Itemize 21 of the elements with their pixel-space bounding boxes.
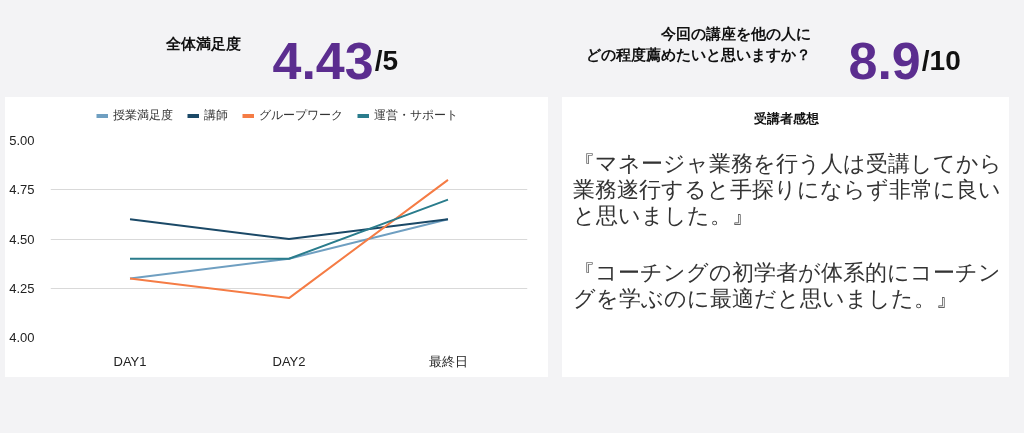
y-tick-label: 4.50 [9,231,35,247]
x-tick-label: DAY2 [272,353,306,369]
x-tick-label: DAY1 [113,353,147,369]
text: 受講者感想 [752,111,820,126]
text: /10 [921,45,961,76]
legend-label: 講師 [203,106,228,124]
text: 『コーチングの初学者が体系的にコーチングを学ぶのに最適だと思いました。』 [572,260,1001,311]
x-tick-label: 最終日 [428,353,468,369]
y-tick-label: 5.00 [9,133,35,148]
text: /5 [374,45,399,76]
text: 4.43 [272,31,374,90]
y-tick-label: 4.25 [9,280,35,296]
y-tick-label: 4.00 [9,330,35,345]
legend-label: 授業満足度 [112,106,173,124]
text: 今回の講座を他の人にどの程度薦めたいと思いますか？ [585,24,811,64]
legend-label: 運営・サポート [373,106,458,124]
text: 『マネージャ業務を行う人は受講してから業務遂行すると手探りにならず非常に良いと思いました。』 [572,151,1002,228]
y-tick-label: 4.75 [9,182,35,198]
text: 全体満足度 [164,35,241,52]
text: 8.9 [848,31,921,90]
legend-label: グループワーク [258,106,343,124]
